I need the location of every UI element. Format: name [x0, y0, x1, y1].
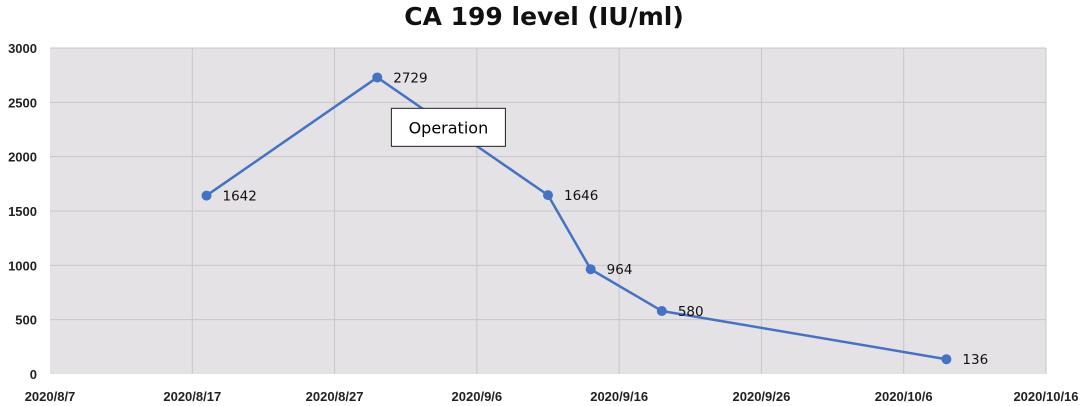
data-point — [941, 354, 952, 365]
data-label: 2729 — [393, 70, 427, 86]
annotation-callout: Operation — [390, 107, 506, 147]
y-axis-ticks: 0 500 1000 1500 2000 2500 3000 — [8, 41, 37, 382]
data-label: 1646 — [564, 188, 598, 204]
x-tick-label: 2020/8/27 — [306, 389, 364, 404]
x-tick-label: 2020/9/6 — [452, 389, 503, 404]
y-tick-label: 3000 — [8, 41, 37, 56]
y-tick-label: 0 — [30, 367, 37, 382]
annotations: Operation — [390, 107, 506, 147]
data-point — [543, 190, 553, 201]
annotation-box — [390, 107, 506, 147]
y-tick-label: 1000 — [8, 258, 37, 273]
y-tick-label: 2500 — [8, 95, 37, 110]
data-point — [585, 264, 596, 275]
y-tick-label: 500 — [15, 313, 37, 328]
x-tick-label: 2020/8/17 — [163, 389, 221, 404]
x-tick-label: 2020/8/7 — [25, 389, 76, 404]
data-point — [372, 72, 383, 83]
data-point — [201, 190, 212, 201]
data-label: 136 — [962, 352, 988, 368]
y-tick-label: 2000 — [8, 150, 37, 165]
x-tick-label: 2020/9/26 — [733, 389, 791, 404]
data-label: 1642 — [223, 189, 257, 205]
x-tick-label: 2020/10/16 — [1013, 389, 1078, 404]
data-labels: 1642 2729 1646 964 580 136 — [223, 70, 989, 368]
chart-title: CA 199 level (IU/ml) — [404, 2, 684, 31]
data-point — [656, 305, 667, 316]
x-axis-ticks: 2020/8/7 2020/8/17 2020/8/27 2020/9/6 2020/9… — [25, 389, 1079, 404]
x-tick-label: 2020/10/6 — [875, 389, 933, 404]
x-tick-label: 2020/9/16 — [590, 389, 648, 404]
series-polyline — [205, 76, 947, 361]
series-line — [205, 76, 947, 361]
y-tick-label: 1500 — [8, 204, 37, 219]
data-points — [201, 72, 952, 365]
annotation-text: Operation — [409, 118, 489, 137]
data-label: 964 — [607, 262, 633, 278]
data-label: 580 — [678, 304, 704, 320]
gridlines — [50, 47, 1047, 374]
